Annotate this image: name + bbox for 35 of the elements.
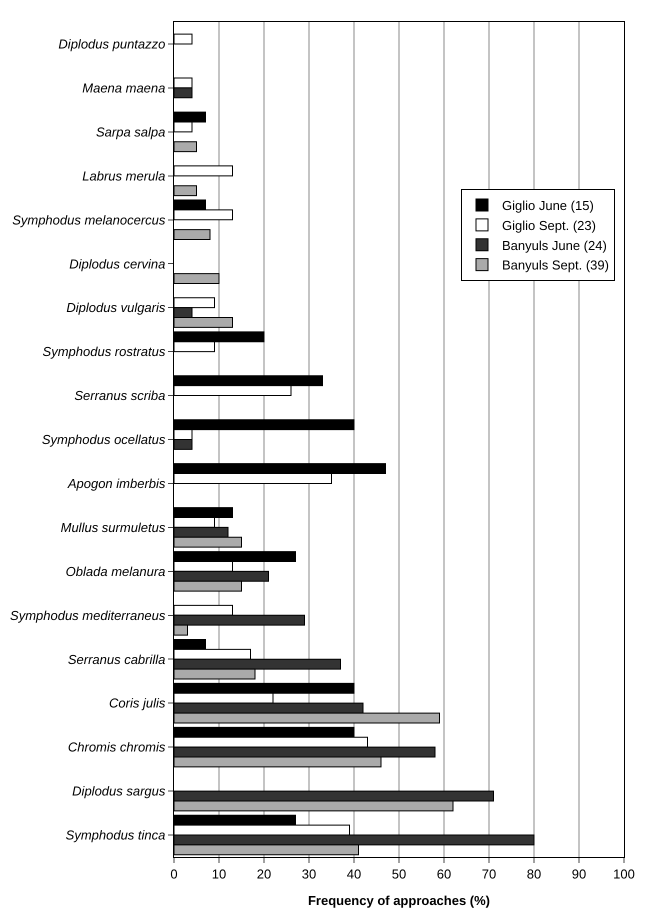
y-tick-label: Coris julis [109, 696, 166, 711]
x-tick-label: 10 [212, 866, 226, 882]
y-tick-label: Diplodus sargus [72, 784, 166, 799]
y-tick-label: Serranus cabrilla [68, 652, 166, 667]
y-tick-label: Oblada melanura [66, 564, 166, 579]
legend-label: Giglio June (15) [502, 198, 594, 214]
x-tick-label: 90 [572, 866, 586, 882]
x-tick-label: 50 [392, 866, 406, 882]
y-tick-label: Symphodus mediterraneus [10, 608, 166, 623]
x-tick-label: 70 [482, 866, 496, 882]
y-tick-label: Apogon imberbis [66, 476, 166, 491]
x-tick-label: 0 [170, 866, 178, 882]
x-tick-label: 30 [302, 866, 316, 882]
x-axis-title: Frequency of approaches (%) [308, 893, 490, 908]
y-tick-label: Chromis chromis [68, 740, 166, 755]
x-tick-label: 40 [346, 866, 362, 882]
y-tick-label: Labrus merula [82, 168, 166, 184]
y-tick-label: Serranus scriba [74, 388, 166, 404]
y-tick-label: Symphodus rostratus [42, 344, 166, 360]
y-tick-label: Sarpa salpa [96, 124, 166, 140]
y-tick-label: Symphodus tinca [66, 828, 166, 843]
y-tick-label: Symphodus ocellatus [42, 432, 166, 448]
x-tick-label: 60 [436, 866, 452, 882]
x-tick-label: 20 [256, 866, 272, 882]
y-tick-label: Diplodus vulgaris [66, 300, 166, 316]
y-tick-label: Symphodus melanocercus [12, 212, 166, 228]
y-tick-label: Diplodus cervina [69, 256, 166, 272]
x-tick-label: 80 [526, 866, 542, 882]
legend-label: Giglio Sept. (23) [502, 218, 596, 233]
x-tick-label: 100 [613, 866, 635, 882]
y-tick-label: Mullus surmuletus [60, 520, 166, 535]
legend-label: Banyuls Sept. (39) [502, 258, 609, 273]
y-tick-label: Diplodus puntazzo [58, 36, 166, 52]
y-tick-label: Maena maena [82, 80, 166, 96]
legend-label: Banyuls June (24) [502, 238, 607, 253]
